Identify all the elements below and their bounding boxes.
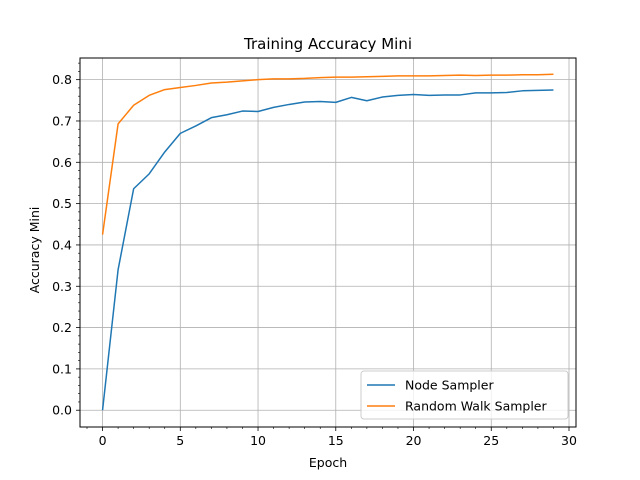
series-line-1 xyxy=(101,73,554,235)
y-tick-label: 0.8 xyxy=(52,72,72,87)
y-tick-label: 0.0 xyxy=(52,403,72,418)
legend: Node Sampler Random Walk Sampler xyxy=(360,370,569,420)
x-tick-label: 10 xyxy=(250,433,266,448)
grid-lines xyxy=(80,58,576,427)
x-axis: 0 5 10 15 20 25 30 xyxy=(86,427,577,448)
y-tick-label: 0.7 xyxy=(52,113,72,128)
series-lines xyxy=(101,73,554,411)
legend-box xyxy=(360,370,569,420)
x-tick-label: 25 xyxy=(483,433,499,448)
x-tick-label: 15 xyxy=(328,433,344,448)
y-tick-label: 0.3 xyxy=(52,279,72,294)
y-tick-label: 0.1 xyxy=(52,361,72,376)
chart-title: Training Accuracy Mini xyxy=(243,35,412,53)
x-tick-label: 30 xyxy=(561,433,577,448)
y-tick-label: 0.6 xyxy=(52,155,72,170)
series-line-0 xyxy=(101,89,554,411)
legend-label-1: Random Walk Sampler xyxy=(405,399,547,414)
y-axis-label: Accuracy Mini xyxy=(27,207,42,294)
x-tick-label: 0 xyxy=(99,433,107,448)
y-tick-label: 0.4 xyxy=(52,237,72,252)
y-axis: 0.0 0.1 0.2 0.3 0.4 0.5 0.6 0.7 0.8 xyxy=(52,62,80,418)
legend-label-0: Node Sampler xyxy=(405,378,494,393)
y-tick-label: 0.2 xyxy=(52,320,72,335)
x-tick-label: 20 xyxy=(406,433,422,448)
x-tick-label: 5 xyxy=(176,433,184,448)
plot-frame xyxy=(79,57,577,428)
x-axis-label: Epoch xyxy=(309,455,347,470)
y-tick-label: 0.5 xyxy=(52,196,72,211)
